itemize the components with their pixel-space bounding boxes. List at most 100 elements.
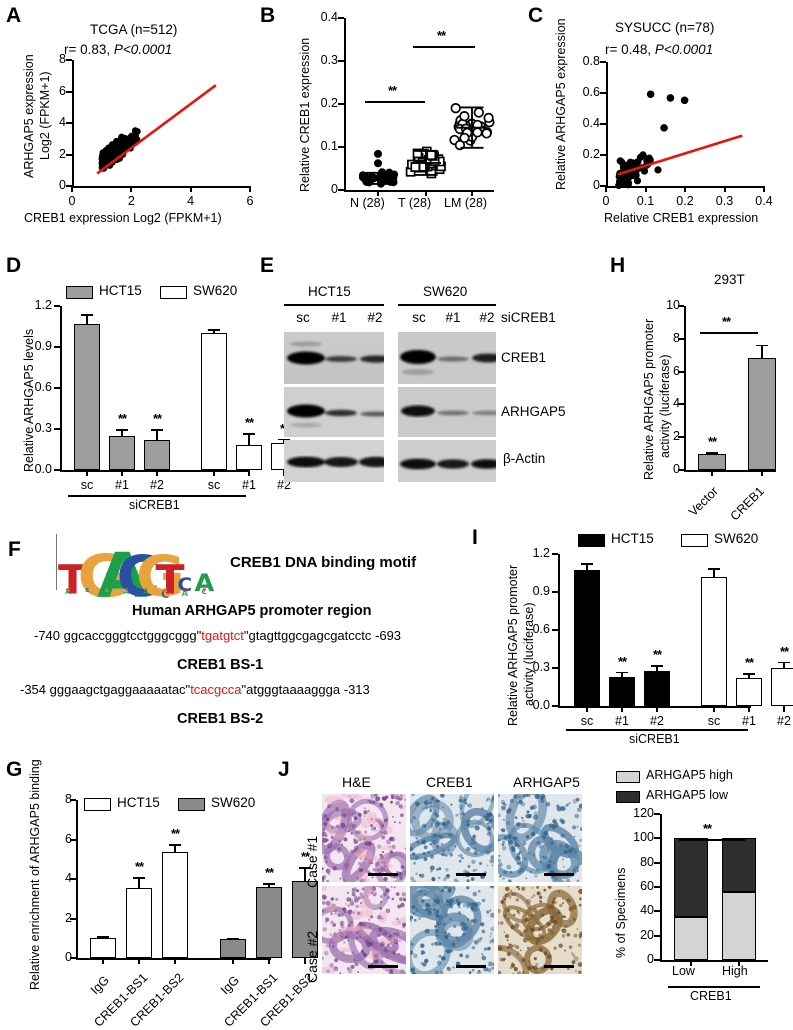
panel-c-ytick-mark-0 (600, 185, 606, 187)
panel-a-xtick-mark-3 (249, 186, 251, 192)
d-errorbar-0 (86, 314, 88, 324)
g-ytick-label-3: 6 (65, 831, 72, 846)
panel-b-ytick-label-1: 0.1 (320, 139, 338, 153)
panel-a-yaxis (72, 60, 74, 186)
panel-d-legend-swatch-sw620 (160, 286, 187, 299)
h-sig-0: ** (707, 433, 717, 449)
panel-a-stats: r= 0.83, P<0.0001 (64, 42, 172, 57)
panel-j-ihc-case1-creb1 (410, 794, 494, 882)
g-errorcap-5 (299, 867, 311, 869)
d-xtick-label-4: #1 (242, 478, 256, 492)
panel-e-lane-label-1: #1 (331, 310, 347, 325)
i-ytick-label-2: 0.6 (532, 622, 550, 636)
d-sig-4: ** (244, 415, 254, 431)
i-errorcap-4 (743, 673, 755, 675)
d-xtick-label-1: #1 (115, 478, 129, 492)
seq2-motif: tcacgcca (190, 682, 242, 697)
logo-subletter-a-6-0: A (181, 588, 188, 598)
panel-j-label: J (278, 758, 290, 781)
panel-b-xaxis (344, 190, 494, 192)
panel-j-stack-high-1 (722, 891, 756, 960)
panel-b-sigbar-1 (365, 101, 425, 103)
i-ytick-mark-1 (552, 667, 558, 669)
panel-j-group-label: CREB1 (690, 989, 732, 1003)
panel-h-xaxis (684, 470, 776, 472)
panel-j-legend-label-low: ARHGAP5 low (646, 788, 728, 802)
panel-a-ytick-mark-4 (66, 59, 72, 61)
panel-j-ytick-mark-5 (654, 837, 660, 840)
panel-j-stack-low-1 (722, 838, 756, 892)
i-xtick-label-4: #1 (742, 714, 756, 728)
panel-f-promoter-title: Human ARHGAP5 promoter region (132, 603, 372, 619)
h-bar-1 (748, 358, 776, 470)
d-bar-1 (109, 435, 135, 470)
panel-c-ytick-label-1: 0.2 (582, 147, 600, 161)
logo-subletter-g-0-1: G (65, 588, 71, 594)
panel-a-ylabel-line1: ARHGAP5 expression (22, 54, 36, 178)
panel-e: E HCT15 SW620 sc #1 #2 sc #1 #2 siCREB1 (260, 252, 600, 520)
seq1-pre: ggcaccgggtcctgggcggg" (63, 628, 202, 643)
panel-j-ihc-case1-he-scalebar (368, 873, 398, 876)
logo-letter-g-4: G (136, 544, 185, 610)
d-bar-3 (201, 333, 227, 470)
panel-g-ylabel: Relative enrichment of ARHGAP5 binding (28, 759, 42, 990)
panel-c: C SYSUCC (n=78) r= 0.48, P<0.0001 Relati… (508, 0, 793, 240)
g-errorbar-5 (304, 867, 306, 882)
panel-c-ytick-mark-4 (600, 61, 606, 63)
panel-j-legend-swatch-high (616, 771, 640, 783)
i-bar-4 (736, 678, 762, 706)
logo-subletter-c-1-0: C (85, 588, 90, 594)
panel-j: J H&E CREB1 ARHGAP5 Case #1 Case #2 ARHG… (278, 758, 793, 1023)
panel-e-lane-label-4: #1 (445, 310, 461, 325)
panel-b-sig-1: ** (388, 83, 397, 98)
panel-g-legend-label-hct15: HCT15 (117, 795, 160, 810)
panel-i-legend-label-hct15: HCT15 (611, 531, 654, 546)
i-errorbar-0 (586, 562, 588, 571)
panel-j-ihc-case1-he (322, 794, 406, 882)
h-xtick-mark-1 (761, 470, 763, 476)
panel-b-ytick-mark-2 (338, 103, 344, 105)
panel-c-p: P<0.0001 (654, 42, 714, 57)
panel-e-lane-label-3: sc (412, 310, 426, 325)
panel-a-ytick-mark-2 (66, 122, 72, 124)
d-ytick-mark-1 (54, 428, 60, 430)
panel-j-ytick-label-1: 20 (640, 927, 654, 942)
panel-j-ihc-case1-creb1-scalebar (456, 873, 486, 876)
panel-f-sequence-2: -354 gggaagctgaggaaaaatac"tcacgcca"atggg… (20, 682, 370, 697)
panel-a-title: TCGA (n=512) (90, 22, 178, 37)
i-sig-4: ** (744, 655, 754, 671)
panel-j-xaxis (660, 960, 768, 962)
panel-h: H 293T Relative ARHGAP5 promoter activit… (596, 252, 793, 523)
panel-j-xtick-mark-0 (690, 960, 692, 966)
panel-c-title: SYSUCC (n=78) (615, 20, 715, 35)
panel-i-legend-swatch-sw620 (681, 534, 708, 547)
panel-a-xtick-mark-2 (189, 186, 192, 192)
logo-subletter-a-1-1: A (85, 588, 89, 593)
d-ytick-label-0: 0.0 (34, 462, 52, 476)
g-errorcap-0 (97, 936, 109, 939)
panel-e-row-label-actin: β-Actin (503, 451, 546, 466)
i-bar-2 (644, 670, 670, 706)
d-errorcap-1 (116, 429, 128, 431)
panel-c-stats: r= 0.48, P<0.0001 (605, 42, 713, 57)
panel-f-label: F (8, 538, 21, 561)
logo-letter-a-7: A (194, 569, 215, 598)
panel-g-yaxis (76, 800, 78, 958)
panel-c-label: C (528, 4, 544, 27)
g-ytick-mark-1 (70, 917, 76, 920)
panel-g-label: G (6, 758, 23, 781)
panel-f-sequence-1: -740 ggcaccgggtcctgggcggg"tgatgtct"gtagt… (34, 628, 401, 643)
panel-i-label: I (472, 526, 478, 549)
h-ytick-label-5: 10 (666, 298, 680, 312)
g-bar-2 (162, 852, 188, 958)
h-errorcap-1 (756, 344, 768, 347)
panel-a-ytick-mark-0 (66, 185, 72, 187)
h-ytick-mark-1 (678, 436, 684, 439)
panel-i-legend-label-sw620: SW620 (714, 531, 759, 546)
panel-c-xtick-label-4: 0.4 (755, 194, 773, 208)
panel-j-ytick-label-5: 100 (633, 830, 654, 845)
d-errorbar-3 (213, 329, 215, 334)
panel-j-col-header-he: H&E (342, 774, 371, 790)
panel-i-group-label: siCREB1 (629, 732, 680, 746)
